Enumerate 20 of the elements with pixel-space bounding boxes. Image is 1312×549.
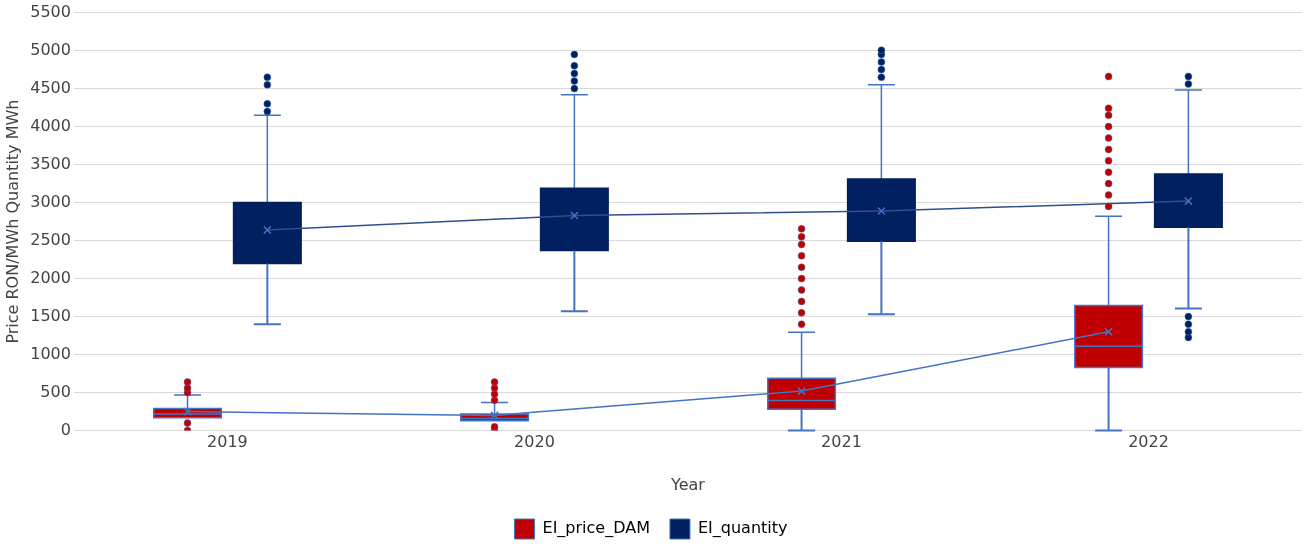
x-axis-title: Year — [670, 474, 706, 494]
legend-label: EI_quantity — [697, 518, 788, 539]
y-tick-label: 1000 — [30, 343, 71, 363]
legend-label: EI_price_DAM — [542, 518, 650, 539]
x-tick-label: 2020 — [514, 432, 555, 452]
y-tick-label: 0 — [60, 419, 71, 439]
x-tick-label: 2022 — [1128, 432, 1169, 452]
y-tick-label: 2000 — [30, 267, 71, 287]
x-tick-label: 2019 — [207, 432, 248, 452]
y-tick-label: 4000 — [30, 115, 71, 135]
y-tick-label: 4500 — [30, 77, 71, 97]
y-tick-label: 3000 — [30, 191, 71, 211]
y-tick-label: 500 — [40, 381, 71, 401]
y-tick-label: 5500 — [30, 1, 71, 21]
y-tick-label: 2500 — [30, 229, 71, 249]
y-tick-label: 1500 — [30, 305, 71, 325]
y-tick-label: 3500 — [30, 153, 71, 173]
x-tick-label: 2021 — [821, 432, 862, 452]
y-tick-label: 5000 — [30, 39, 71, 59]
y-axis-title: Price RON/MWh Quantity MWh — [2, 99, 22, 344]
